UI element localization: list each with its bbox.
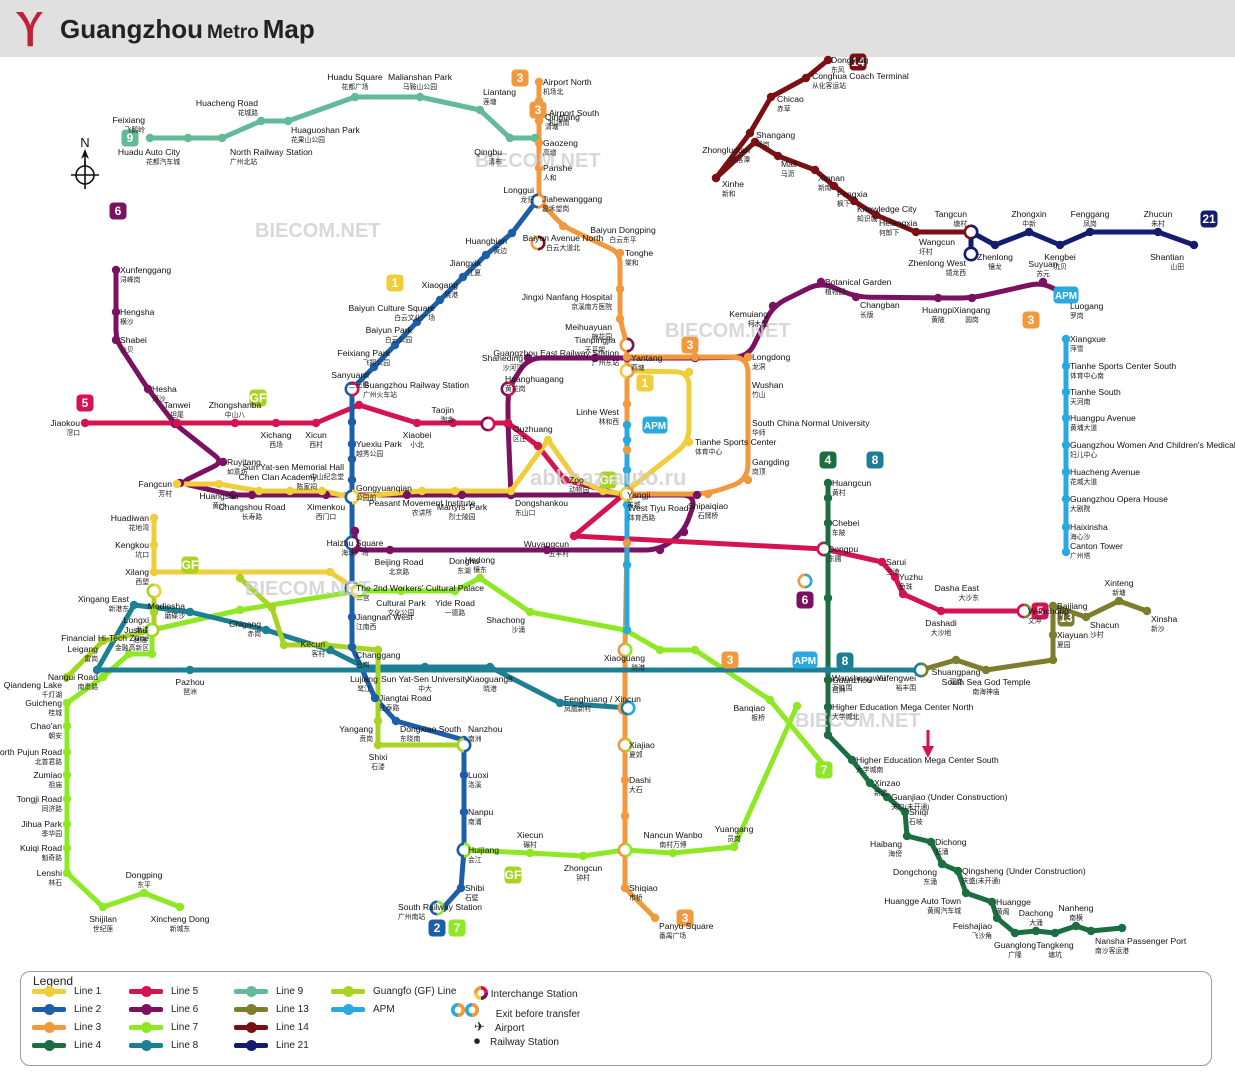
svg-text:21: 21 [1202, 212, 1216, 226]
svg-text:APM: APM [644, 421, 666, 432]
svg-text:3: 3 [1028, 313, 1035, 327]
svg-text:1: 1 [642, 376, 649, 390]
svg-text:GF: GF [182, 558, 199, 572]
svg-text:8: 8 [872, 453, 879, 467]
svg-text:4: 4 [825, 453, 832, 467]
svg-text:5: 5 [82, 396, 89, 410]
svg-text:6: 6 [115, 204, 122, 218]
svg-text:6: 6 [802, 593, 809, 607]
svg-text:8: 8 [842, 654, 849, 668]
svg-text:1: 1 [392, 276, 399, 290]
svg-text:3: 3 [517, 71, 524, 85]
svg-text:N: N [80, 135, 89, 150]
svg-text:7: 7 [821, 763, 828, 777]
svg-text:2: 2 [434, 921, 441, 935]
svg-text:3: 3 [727, 653, 734, 667]
svg-text:APM: APM [794, 656, 816, 667]
svg-text:GF: GF [505, 868, 522, 882]
svg-text:7: 7 [454, 921, 461, 935]
svg-text:3: 3 [535, 103, 542, 117]
